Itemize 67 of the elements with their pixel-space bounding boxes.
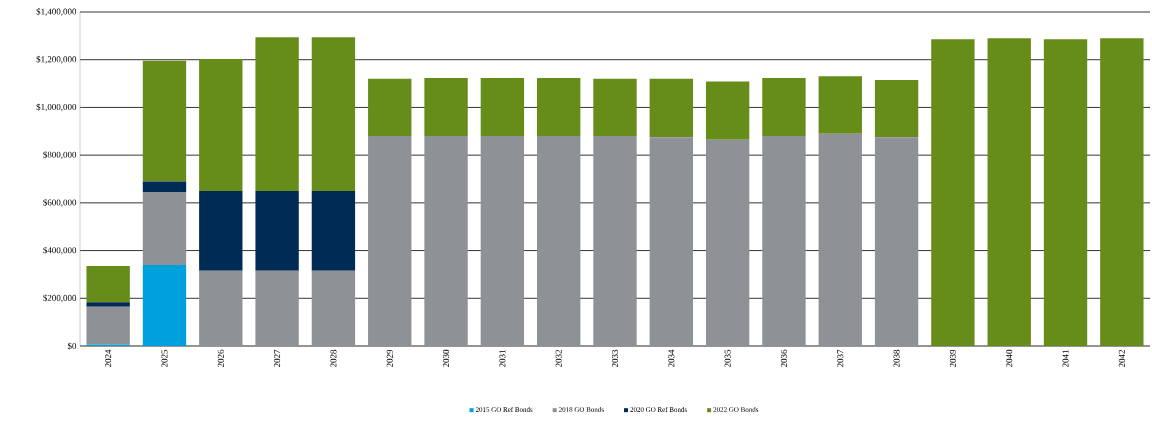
bar — [311, 190, 356, 271]
x-tick-label: 2038 — [893, 349, 900, 368]
bar — [86, 302, 130, 307]
x-tick-label: 2030 — [443, 349, 450, 368]
bar — [1043, 39, 1088, 346]
x-tick-label: 2032 — [555, 350, 562, 368]
x-tick-label: 2036 — [780, 349, 787, 368]
x-tick-label: 2033 — [611, 349, 619, 368]
bar — [255, 190, 299, 271]
bar — [1100, 38, 1144, 346]
x-tick-label: 2024 — [105, 349, 112, 368]
bar — [199, 190, 243, 271]
bar — [311, 37, 356, 191]
bar — [649, 137, 693, 346]
x-tick-label: 2026 — [217, 349, 224, 368]
x-tick-label: 2029 — [386, 349, 393, 368]
y-tick-label: $0 — [67, 342, 77, 350]
y-tick-label: $1,200,000 — [36, 55, 77, 64]
bar — [199, 270, 243, 346]
bar — [593, 136, 637, 346]
bar — [537, 78, 581, 137]
x-tick-label: 2040 — [1006, 349, 1013, 368]
y-tick-label: $800,000 — [43, 151, 77, 160]
bar — [199, 59, 243, 191]
bar — [142, 264, 187, 346]
x-tick-label: 2025 — [161, 349, 168, 368]
x-tick-label: 2031 — [499, 350, 506, 368]
x-tick-label: 2039 — [949, 349, 956, 368]
bar — [762, 78, 806, 137]
bar — [705, 81, 750, 140]
bar — [368, 78, 412, 137]
bar — [931, 39, 975, 346]
y-tick-label: $1,400,000 — [36, 8, 77, 16]
bar — [480, 136, 525, 346]
bar — [142, 181, 187, 193]
bar — [987, 38, 1031, 346]
x-tick-label: 2028 — [330, 349, 337, 368]
bar — [255, 37, 299, 191]
bar — [86, 266, 130, 303]
bar — [874, 79, 919, 138]
x-tick-label: 2042 — [1118, 350, 1125, 368]
y-tick-label: $200,000 — [43, 294, 77, 303]
bar — [480, 78, 525, 137]
bar — [424, 136, 468, 346]
bar — [593, 78, 637, 137]
bar — [86, 306, 130, 345]
bar — [424, 78, 468, 137]
bar — [537, 136, 581, 346]
bar — [142, 60, 187, 182]
bar — [649, 78, 693, 138]
bar — [762, 136, 806, 346]
x-tick-label: 2035 — [724, 349, 731, 368]
x-tick-label: 2041 — [1062, 350, 1069, 368]
y-tick-label: $1,000,000 — [36, 103, 77, 112]
x-tick-label: 2027 — [274, 349, 281, 368]
bar — [818, 133, 862, 346]
bar — [818, 76, 862, 134]
bar — [705, 139, 750, 346]
bar — [255, 270, 299, 346]
x-tick-label: 2037 — [837, 349, 844, 368]
y-tick-label: $600,000 — [43, 198, 77, 207]
bar — [874, 137, 919, 346]
bar — [368, 136, 412, 346]
x-tick-label: 2034 — [668, 349, 675, 368]
y-tick-label: $400,000 — [43, 246, 77, 255]
bar — [142, 192, 187, 265]
bar — [311, 270, 356, 346]
